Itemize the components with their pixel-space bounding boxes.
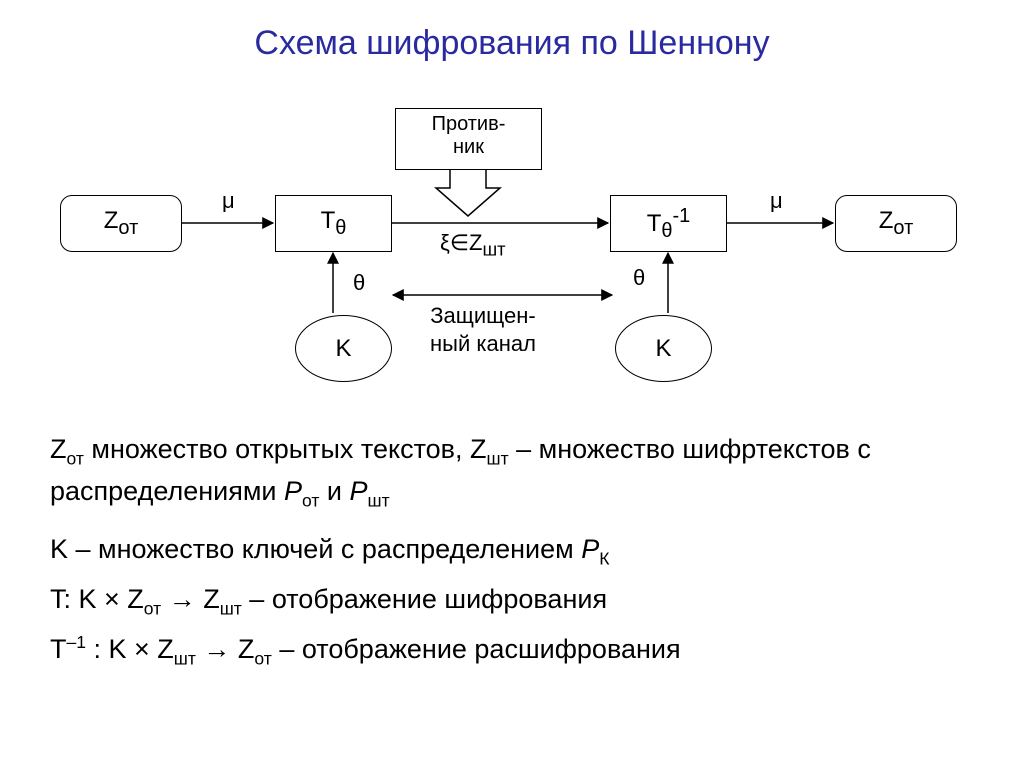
definition-line-2: K – множество ключей с распределением PК (50, 530, 974, 572)
node-label: Tθ-1 (647, 205, 691, 243)
node-label: Zот (879, 207, 914, 240)
secure-channel-line2: ный канал (430, 330, 536, 358)
node-z-ot-right: Zот (835, 195, 957, 252)
node-adversary: Против- ник (395, 108, 542, 170)
edge-label-theta-right: θ (633, 265, 645, 291)
edge-label-mu-left: μ (222, 188, 235, 214)
edge-label-theta-left: θ (353, 270, 365, 296)
shannon-diagram: Zот Tθ Tθ-1 Zот K K Против- ник μ ξ∈Zшт … (0, 90, 1024, 400)
adversary-label-line2: ник (396, 136, 541, 159)
node-t-theta: Tθ (275, 195, 392, 252)
node-label: K (655, 335, 671, 363)
page-title: Схема шифрования по Шеннону (0, 24, 1024, 63)
secure-channel-line1: Защищен- (430, 302, 536, 330)
definition-line-1: Zот множество открытых текстов, Zшт – мн… (50, 430, 974, 514)
node-k-left: K (295, 315, 392, 382)
node-label: K (335, 335, 351, 363)
node-label: Tθ (321, 207, 347, 240)
edge-label-mu-right: μ (770, 188, 783, 214)
node-z-ot-left: Zот (60, 195, 182, 252)
definition-line-4: T–1 : K × Zшт → Zот – отображение расшиф… (50, 630, 974, 672)
adversary-label-line1: Против- (396, 113, 541, 136)
node-k-right: K (615, 315, 712, 382)
edge-label-secure-channel: Защищен- ный канал (430, 302, 536, 357)
definition-line-3: T: K × Zот → Zшт – отображение шифровани… (50, 580, 974, 622)
node-label: Zот (104, 207, 139, 240)
node-t-theta-inv: Tθ-1 (610, 195, 727, 252)
edge-label-xi: ξ∈Zшт (440, 230, 506, 260)
